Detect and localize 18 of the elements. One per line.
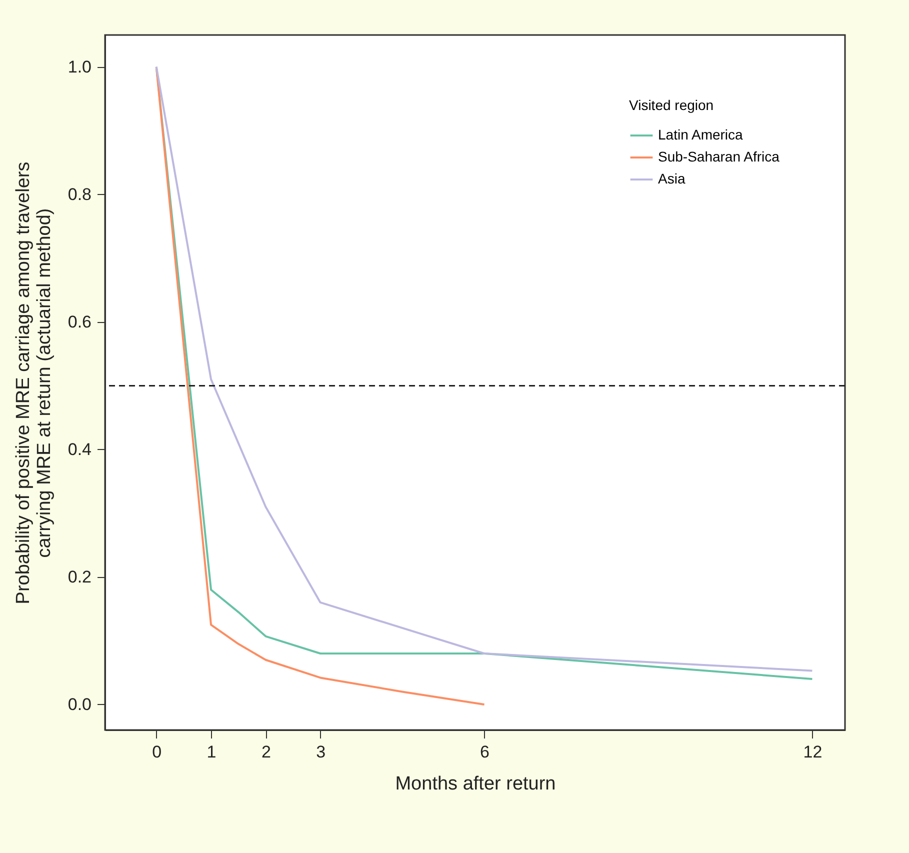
x-tick-label: 1 (206, 742, 216, 762)
legend-label: Asia (658, 170, 686, 186)
legend-title: Visited region (629, 97, 714, 113)
x-tick-label: 0 (152, 742, 162, 762)
y-tick-label: 0.2 (68, 567, 92, 586)
y-tick-label: 0.6 (68, 312, 92, 332)
y-tick-label: 0.8 (68, 184, 92, 204)
y-tick-label: 0.4 (68, 440, 92, 459)
y-tick-label: 0.0 (68, 694, 92, 714)
x-tick-label: 6 (480, 742, 490, 762)
y-axis-title: Probability of positive MRE carriage among travelers carrying MRE at return (actuarial method) (12, 162, 55, 604)
x-tick-label: 12 (803, 742, 822, 762)
x-axis-title: Months after return (395, 774, 556, 794)
y-tick-label: 1.0 (68, 57, 92, 76)
x-tick-label: 3 (316, 742, 326, 762)
legend-label: Latin America (658, 126, 744, 142)
legend-label: Sub-Saharan Africa (658, 148, 780, 164)
x-tick-label: 2 (261, 742, 271, 762)
